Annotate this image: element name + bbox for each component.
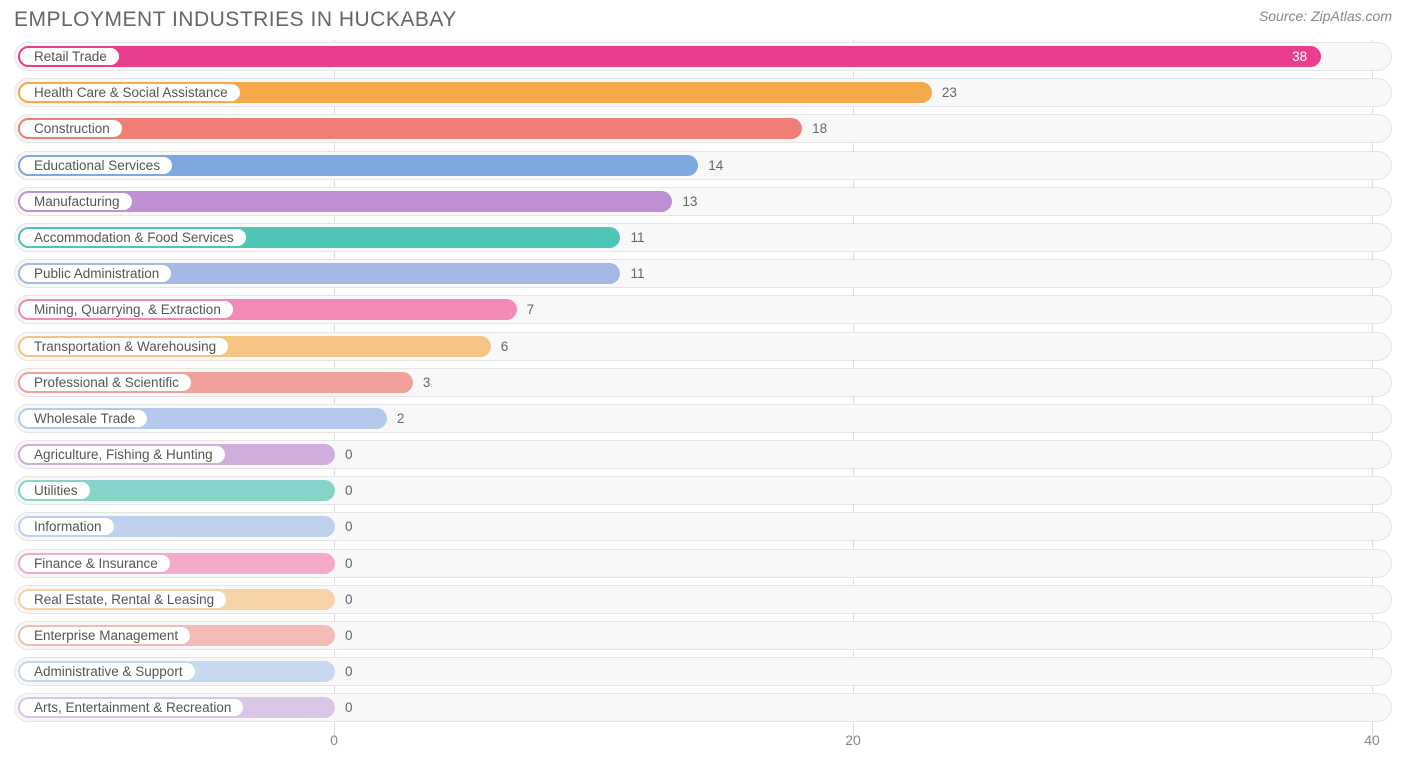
category-pill: Agriculture, Fishing & Hunting: [18, 444, 227, 465]
chart-row: Construction 18: [14, 114, 1392, 143]
category-pill: Finance & Insurance: [18, 553, 172, 574]
category-pill: Professional & Scientific: [18, 372, 193, 393]
chart-row: Real Estate, Rental & Leasing 0: [14, 585, 1392, 614]
category-pill: Manufacturing: [18, 191, 134, 212]
chart-title: EMPLOYMENT INDUSTRIES IN HUCKABAY: [14, 8, 457, 32]
value-label: 11: [630, 224, 644, 251]
value-label: 0: [345, 441, 353, 468]
chart-row: Information 0: [14, 512, 1392, 541]
value-label: 14: [708, 152, 723, 179]
category-pill: Enterprise Management: [18, 625, 192, 646]
chart-source: Source: ZipAtlas.com: [1259, 8, 1392, 24]
value-label: 2: [397, 405, 405, 432]
value-label: 13: [682, 188, 697, 215]
category-pill: Arts, Entertainment & Recreation: [18, 697, 245, 718]
category-pill: Accommodation & Food Services: [18, 227, 248, 248]
value-label: 0: [345, 658, 353, 685]
bar: [18, 46, 1321, 67]
value-label: 38: [1292, 43, 1307, 70]
value-label: 0: [345, 694, 353, 721]
category-pill: Educational Services: [18, 155, 174, 176]
value-label: 0: [345, 513, 353, 540]
category-pill: Real Estate, Rental & Leasing: [18, 589, 228, 610]
category-pill: Wholesale Trade: [18, 408, 149, 429]
chart-row: Retail Trade 38: [14, 42, 1392, 71]
value-label: 6: [501, 333, 509, 360]
chart-row: Agriculture, Fishing & Hunting 0: [14, 440, 1392, 469]
bar: [18, 118, 802, 139]
category-pill: Construction: [18, 118, 124, 139]
value-label: 0: [345, 477, 353, 504]
value-label: 23: [942, 79, 957, 106]
value-label: 7: [527, 296, 535, 323]
category-pill: Mining, Quarrying, & Extraction: [18, 299, 235, 320]
chart-row: Enterprise Management 0: [14, 621, 1392, 650]
chart-rows: Retail Trade 38 Health Care & Social Assis…: [14, 40, 1392, 722]
chart-row: Transportation & Warehousing 6: [14, 332, 1392, 361]
axis-tick: 20: [845, 732, 861, 748]
chart-row: Utilities 0: [14, 476, 1392, 505]
chart-row: Arts, Entertainment & Recreation 0: [14, 693, 1392, 722]
category-pill: Health Care & Social Assistance: [18, 82, 242, 103]
value-label: 0: [345, 622, 353, 649]
axis-tick: 40: [1364, 732, 1380, 748]
x-axis: 0 20 40: [14, 730, 1392, 754]
chart-row: Accommodation & Food Services 11: [14, 223, 1392, 252]
chart-row: Administrative & Support 0: [14, 657, 1392, 686]
chart-header: EMPLOYMENT INDUSTRIES IN HUCKABAY Source…: [0, 0, 1406, 36]
chart-row: Public Administration 11: [14, 259, 1392, 288]
chart-row: Manufacturing 13: [14, 187, 1392, 216]
value-label: 18: [812, 115, 827, 142]
chart-row: Mining, Quarrying, & Extraction 7: [14, 295, 1392, 324]
axis-tick: 0: [330, 732, 338, 748]
category-pill: Administrative & Support: [18, 661, 197, 682]
chart-area: Retail Trade 38 Health Care & Social Assis…: [14, 40, 1392, 740]
value-label: 3: [423, 369, 431, 396]
category-pill: Retail Trade: [18, 46, 121, 67]
chart-row: Finance & Insurance 0: [14, 549, 1392, 578]
chart-row: Educational Services 14: [14, 151, 1392, 180]
value-label: 0: [345, 586, 353, 613]
category-pill: Public Administration: [18, 263, 173, 284]
value-label: 0: [345, 550, 353, 577]
chart-row: Professional & Scientific 3: [14, 368, 1392, 397]
chart-row: Wholesale Trade 2: [14, 404, 1392, 433]
value-label: 11: [630, 260, 644, 287]
category-pill: Information: [18, 516, 116, 537]
category-pill: Utilities: [18, 480, 92, 501]
category-pill: Transportation & Warehousing: [18, 336, 230, 357]
chart-row: Health Care & Social Assistance 23: [14, 78, 1392, 107]
